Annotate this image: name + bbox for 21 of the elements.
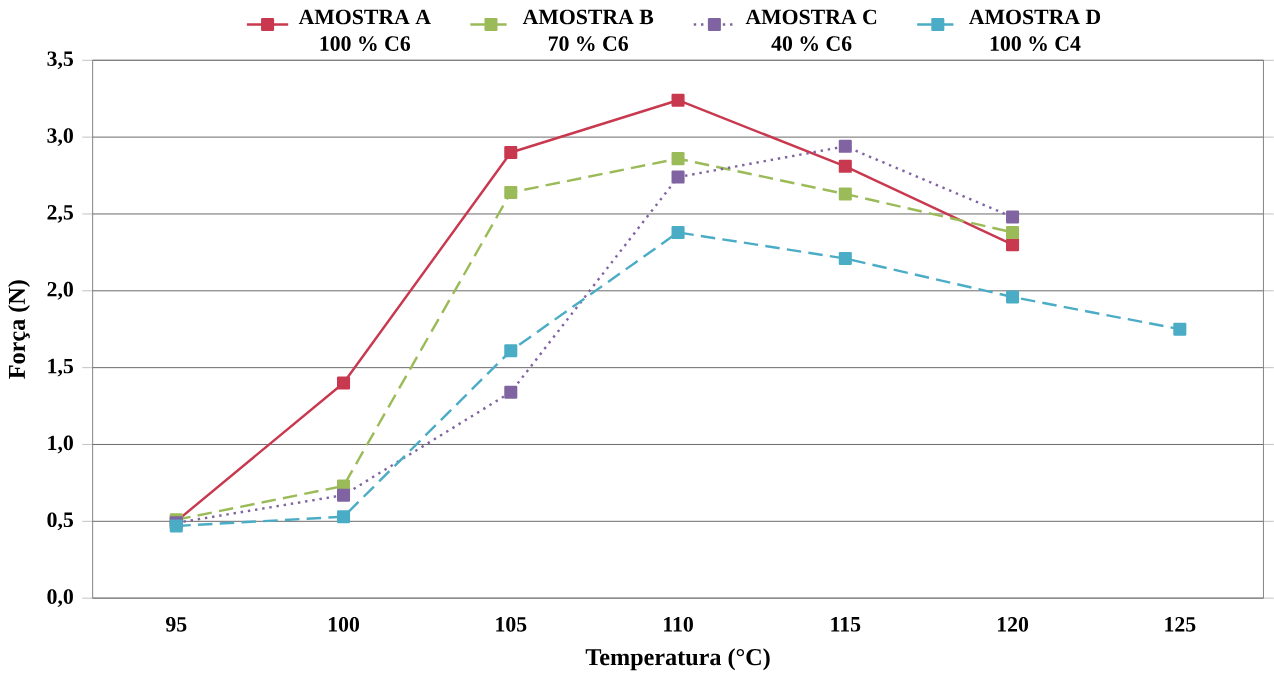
- x-tick-label: 120: [997, 616, 1029, 632]
- legend-label: AMOSTRA C 40 % C6: [745, 9, 877, 51]
- legend-label: AMOSTRA D 100 % C4: [969, 9, 1101, 51]
- legend-label: AMOSTRA A 100 % C6: [298, 9, 431, 51]
- legend-label: AMOSTRA B 70 % C6: [522, 9, 654, 51]
- y-tick-label: 2,5: [47, 204, 73, 223]
- x-tick-label: 110: [664, 616, 693, 632]
- x-axis-title: Temperatura (°C): [585, 648, 770, 671]
- x-tick-label: 115: [831, 616, 861, 632]
- x-tick-label: 100: [328, 616, 360, 632]
- y-tick-label: 2,0: [47, 281, 73, 300]
- y-tick-label: 1,5: [48, 358, 73, 377]
- y-tick-label: 3,5: [47, 51, 73, 70]
- y-tick-label: 1,0: [48, 435, 73, 454]
- y-axis-title: Força (N): [8, 280, 30, 379]
- x-tick-label: 105: [496, 616, 527, 632]
- y-tick-label: 0,5: [47, 512, 73, 531]
- y-tick-label: 0,0: [47, 589, 73, 607]
- y-tick-label: 3,0: [47, 128, 73, 146]
- x-tick-label: 95: [166, 616, 187, 632]
- x-tick-label: 125: [1165, 616, 1196, 632]
